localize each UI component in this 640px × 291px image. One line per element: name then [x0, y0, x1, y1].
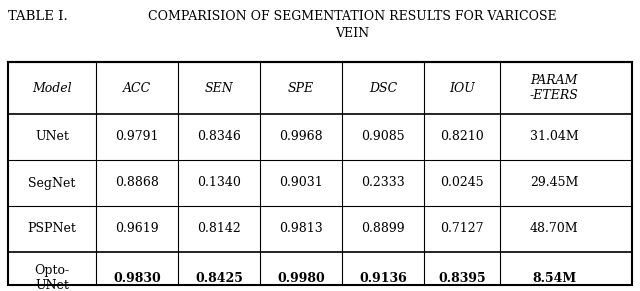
- Text: 0.9968: 0.9968: [279, 130, 323, 143]
- Bar: [8, 62, 632, 285]
- Text: 0.9136: 0.9136: [359, 272, 407, 285]
- Text: 0.8425: 0.8425: [195, 272, 243, 285]
- Text: TABLE I.: TABLE I.: [8, 10, 68, 23]
- Text: 0.8868: 0.8868: [115, 177, 159, 189]
- Text: DSC: DSC: [369, 81, 397, 95]
- Text: SEN: SEN: [205, 81, 234, 95]
- Text: PARAM
-ETERS: PARAM -ETERS: [529, 74, 579, 102]
- Text: 0.8899: 0.8899: [361, 223, 405, 235]
- Text: 0.9031: 0.9031: [279, 177, 323, 189]
- Text: 0.9085: 0.9085: [361, 130, 405, 143]
- Text: Model: Model: [32, 81, 72, 95]
- Text: 48.70M: 48.70M: [530, 223, 579, 235]
- Text: 0.9791: 0.9791: [115, 130, 159, 143]
- Text: SPE: SPE: [288, 81, 314, 95]
- Text: UNet: UNet: [35, 130, 69, 143]
- Text: COMPARISION OF SEGMENTATION RESULTS FOR VARICOSE
VEIN: COMPARISION OF SEGMENTATION RESULTS FOR …: [148, 10, 556, 40]
- Text: PSPNet: PSPNet: [28, 223, 76, 235]
- Text: Opto-
UNet: Opto- UNet: [35, 264, 70, 291]
- Text: 0.8346: 0.8346: [197, 130, 241, 143]
- Text: 0.8395: 0.8395: [438, 272, 486, 285]
- Text: 0.8210: 0.8210: [440, 130, 484, 143]
- Text: 0.0245: 0.0245: [440, 177, 484, 189]
- Text: ACC: ACC: [123, 81, 151, 95]
- Text: 0.9830: 0.9830: [113, 272, 161, 285]
- Text: 31.04M: 31.04M: [530, 130, 579, 143]
- Text: 0.7127: 0.7127: [440, 223, 484, 235]
- Text: 0.2333: 0.2333: [361, 177, 405, 189]
- Text: 0.9619: 0.9619: [115, 223, 159, 235]
- Text: 29.45M: 29.45M: [530, 177, 578, 189]
- Text: 0.9813: 0.9813: [279, 223, 323, 235]
- Text: 0.9980: 0.9980: [277, 272, 325, 285]
- Text: 0.1340: 0.1340: [197, 177, 241, 189]
- Text: 8.54M: 8.54M: [532, 272, 576, 285]
- Text: SegNet: SegNet: [28, 177, 76, 189]
- Text: 0.8142: 0.8142: [197, 223, 241, 235]
- Text: IOU: IOU: [449, 81, 475, 95]
